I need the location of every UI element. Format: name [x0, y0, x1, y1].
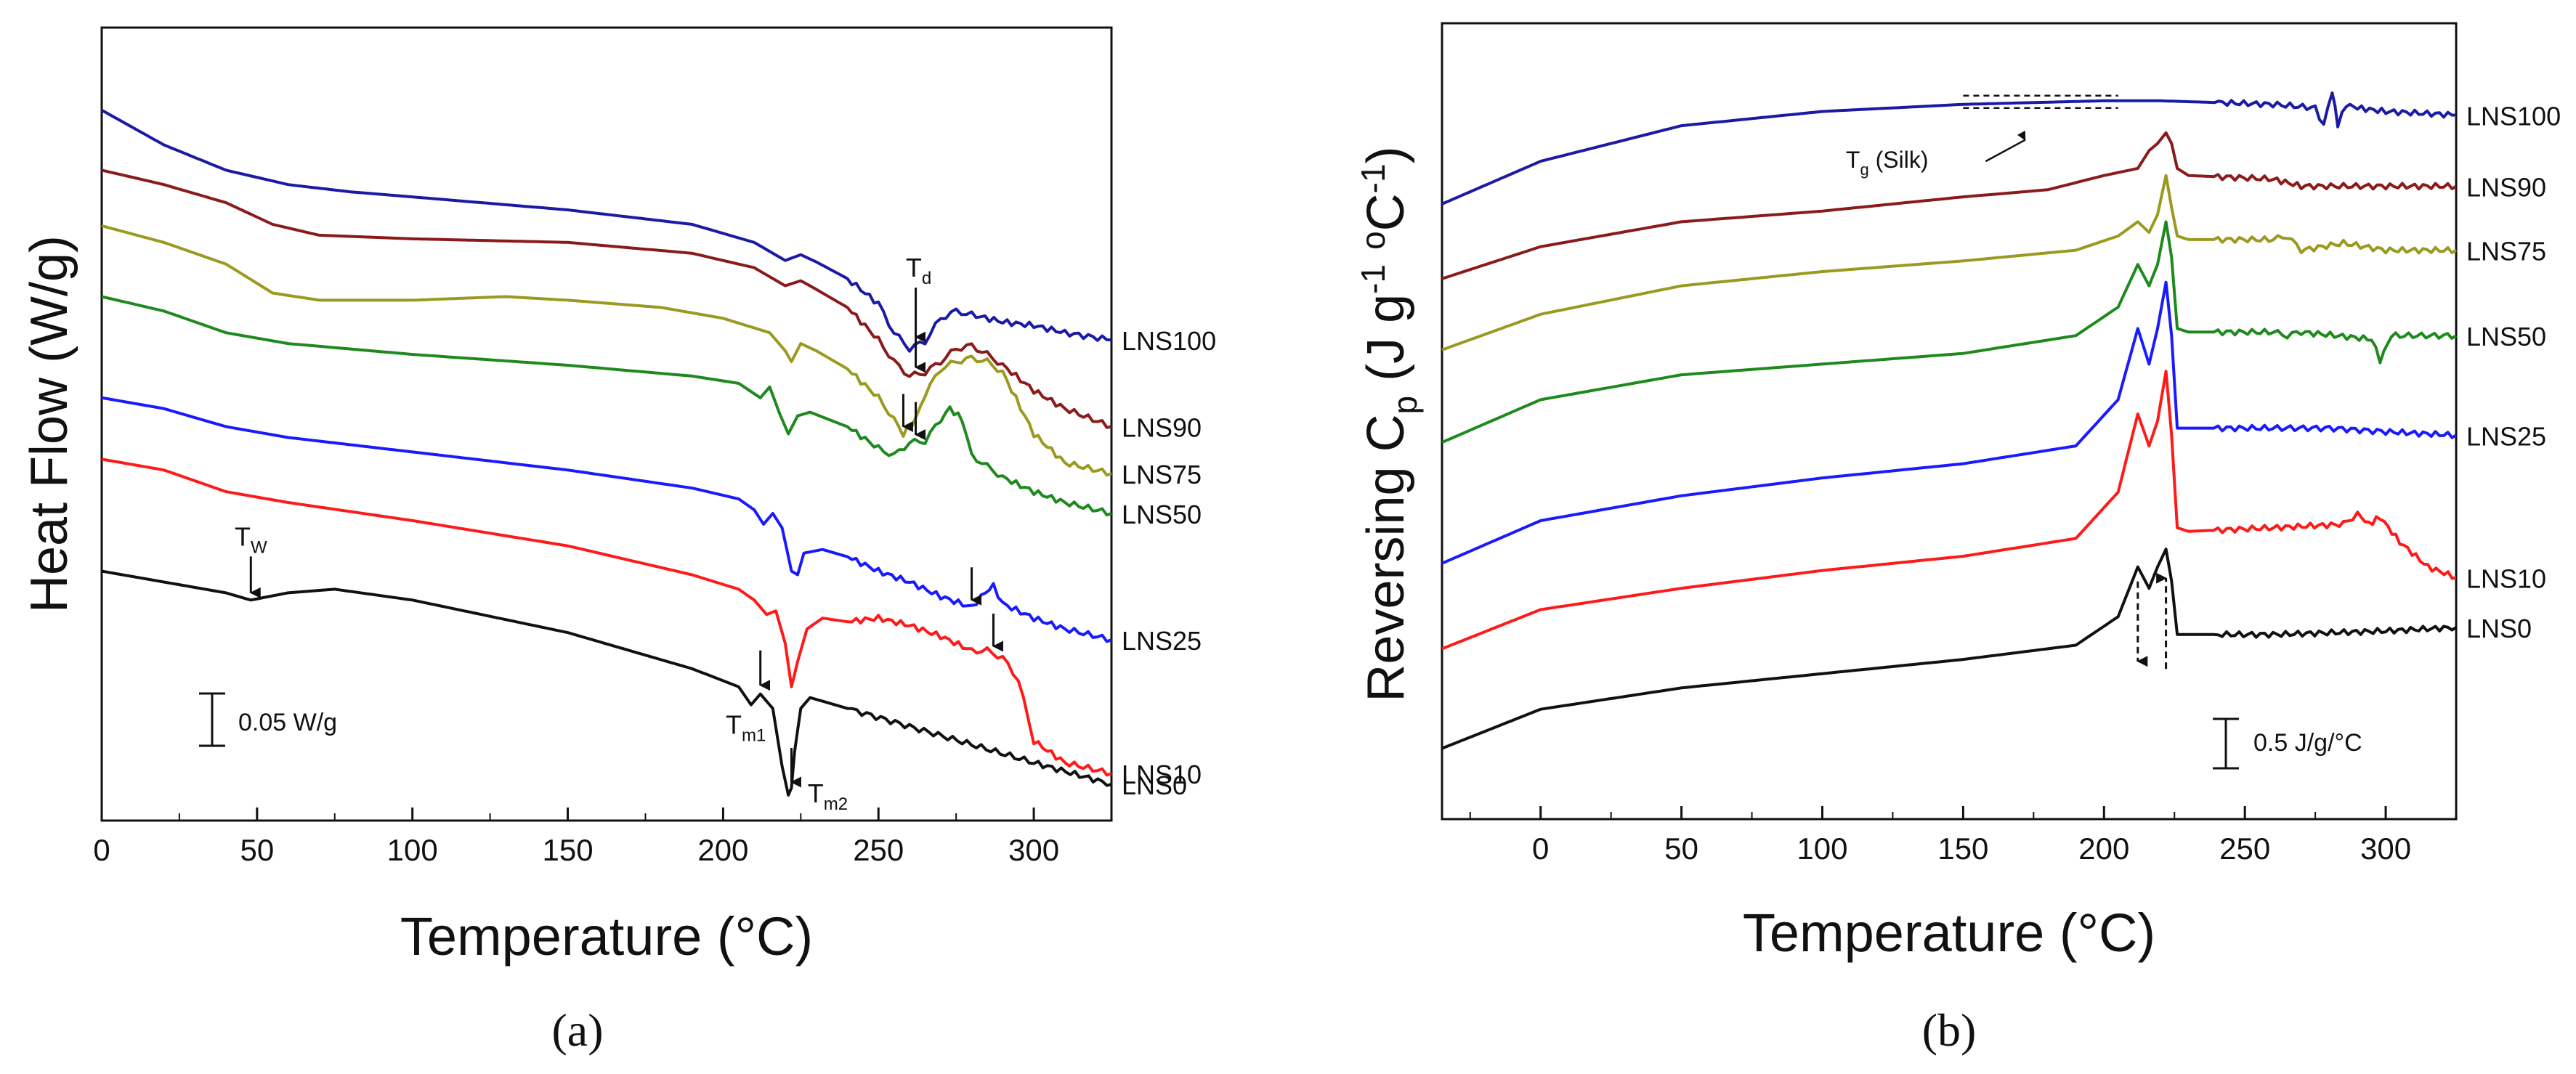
panel-a-x-tick-label-200: 200: [697, 833, 748, 867]
panel-a-series-lns90: [101, 168, 1112, 429]
panel-b-y-axis-label: Reversing Cp (J g-1 oC-1): [1354, 146, 1424, 701]
panel-a-x-tick-label-250: 250: [853, 833, 904, 867]
panel-b-x-tick-label-150: 150: [1937, 831, 1988, 866]
panel-a-annotations: TW Td Tm1 Tm2: [235, 253, 1003, 814]
panel-a-x-tick-label-300: 300: [1008, 833, 1059, 867]
panel-a-series-label-lns75: LNS75: [1122, 460, 1202, 489]
panel-a-series-label-lns0: LNS0: [1122, 770, 1187, 800]
tg-silk-annotation-label: Tg (Silk): [1846, 147, 1929, 179]
tm1-annotation-label: Tm1: [726, 710, 766, 746]
tm2-annotation-label: Tm2: [808, 778, 848, 814]
panel-b-scale-bar: 0.5 J/g/°C: [2213, 717, 2362, 770]
panel-b-reversing-cp-chart: 0 50 100 150 200 250 300 LNS100 LNS90 LNS75 LNS50…: [1354, 22, 2561, 1056]
panel-b-x-tick-label-0: 0: [1532, 831, 1549, 866]
panel-b-series-label-lns25: LNS25: [2466, 421, 2546, 451]
panel-a-x-tick-label-100: 100: [387, 833, 438, 867]
panel-a-scale-bar: 0.05 W/g: [199, 692, 337, 747]
panel-a-series-label-lns50: LNS50: [1122, 500, 1202, 529]
panel-b-plot-frame: [1441, 22, 2458, 821]
panel-a-x-tick-label-0: 0: [93, 833, 110, 867]
panel-b-series-label-lns10: LNS10: [2466, 564, 2546, 593]
panel-b-x-tick-label-250: 250: [2219, 831, 2270, 866]
panel-a-series-label-lns90: LNS90: [1122, 413, 1202, 443]
panel-b-x-tick-label-300: 300: [2360, 831, 2411, 866]
panel-b-series-label-lns0: LNS0: [2466, 614, 2532, 643]
panel-b-series-lns0: [1441, 548, 2458, 750]
panel-a-series-lns10: [101, 457, 1112, 777]
panel-b-series-label-lns75: LNS75: [2466, 237, 2546, 267]
panel-a-series-lns50: [101, 295, 1112, 517]
panel-b-subfigure-label: (b): [1922, 1004, 1977, 1056]
panel-a-series-label-lns10: LNS10: [1122, 760, 1202, 789]
panel-b-x-ticks: 0 50 100 150 200 250 300: [1469, 806, 2457, 866]
panel-a-series-label-lns25: LNS25: [1122, 626, 1202, 656]
panel-b-series-group: [1441, 91, 2458, 750]
panel-b-scale-bar-label: 0.5 J/g/°C: [2253, 729, 2362, 757]
panel-b-series-lns50: [1441, 220, 2458, 444]
panel-b-series-lns90: [1441, 131, 2458, 280]
tw-annotation-label: TW: [235, 521, 267, 557]
td-annotation-label: Td: [906, 253, 931, 288]
panel-b-x-tick-label-50: 50: [1664, 831, 1698, 866]
panel-b-x-tick-label-100: 100: [1797, 831, 1847, 866]
panel-a-series-lns75: [101, 224, 1112, 477]
panel-a-heat-flow-chart: 0 50 100 150 200 250 300 LNS100 LNS90 LNS75 LNS50…: [20, 26, 1216, 1056]
panel-a-scale-bar-label: 0.05 W/g: [238, 709, 337, 736]
panel-a-series-group: [101, 108, 1112, 797]
panel-b-series-label-lns50: LNS50: [2466, 322, 2546, 351]
panel-a-series-lns100: [101, 108, 1112, 353]
panel-a-x-tick-label-150: 150: [542, 833, 593, 867]
panel-b-annotations: Tg (Silk): [1846, 94, 2168, 670]
panel-a-x-ticks: 0 50 100 150 200 250 300: [93, 807, 1112, 867]
panel-a-subfigure-label: (a): [551, 1004, 603, 1056]
panel-a-plot-frame: [100, 26, 1113, 822]
panel-b-series-label-lns100: LNS100: [2466, 101, 2561, 131]
panel-a-x-axis-label: Temperature (°C): [400, 906, 813, 967]
panel-a-series-lns0: [101, 569, 1112, 797]
panel-b-series-lns10: [1441, 370, 2457, 651]
tg-arrow-icon: [1985, 130, 2026, 163]
panel-b-series-labels: LNS100 LNS90 LNS75 LNS50 LNS25 LNS10 LNS0: [2466, 101, 2561, 643]
panel-a-y-axis-label: Heat Flow (W/g): [20, 235, 78, 613]
panel-a-x-tick-label-50: 50: [240, 833, 274, 867]
panel-b-series-lns100: [1441, 91, 2457, 206]
panel-b-x-tick-label-200: 200: [2078, 831, 2129, 866]
panel-b-series-lns25: [1441, 280, 2457, 565]
panel-a-series-lns25: [101, 396, 1112, 643]
panel-b-x-axis-label: Temperature (°C): [1743, 903, 2155, 963]
panel-a-series-label-lns100: LNS100: [1122, 326, 1216, 356]
panel-b-series-label-lns90: LNS90: [2466, 172, 2546, 202]
panel-b-series-lns75: [1441, 174, 2458, 351]
